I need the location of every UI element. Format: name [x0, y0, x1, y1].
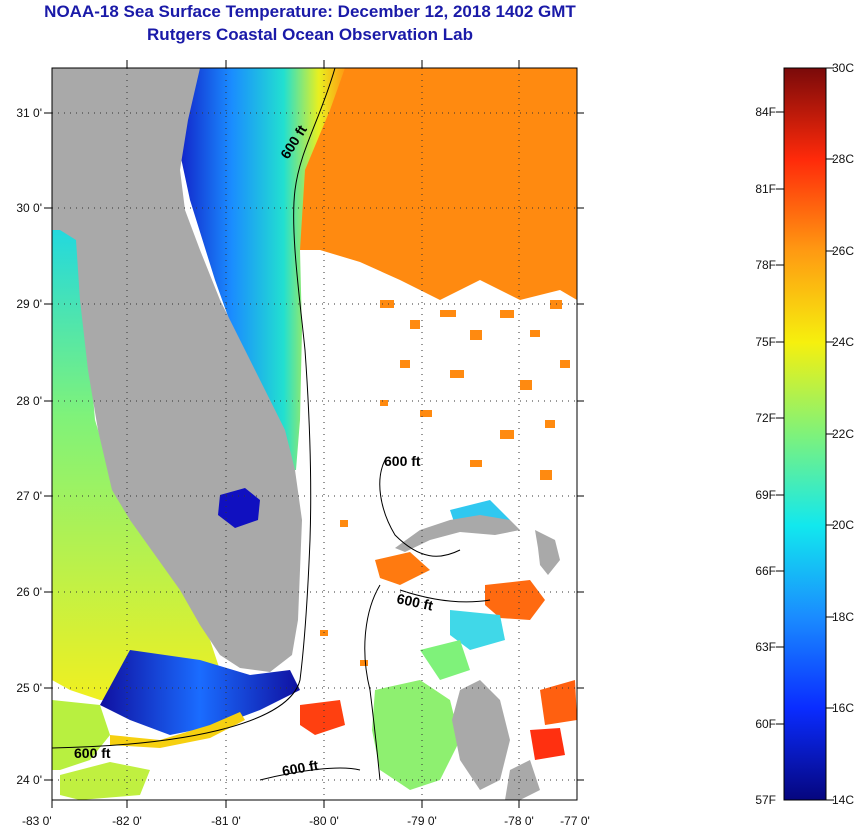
andros-island	[452, 680, 510, 790]
lat-label: 28 0'	[16, 394, 42, 408]
celsius-label: 16C	[832, 701, 854, 715]
nearshore-band	[170, 68, 345, 470]
celsius-label: 22C	[832, 427, 854, 441]
celsius-label: 14C	[832, 793, 854, 807]
map-frame	[51, 67, 578, 801]
warm-water-north	[300, 68, 577, 300]
lat-label: 27 0'	[16, 489, 42, 503]
fahrenheit-ticks	[776, 111, 784, 725]
contour-label-bahamas: 600 ft	[384, 453, 421, 469]
fahrenheit-label: 84F	[755, 105, 776, 119]
lon-label: -77 0'	[560, 814, 590, 828]
fahrenheit-label: 60F	[755, 717, 776, 731]
andros-water-patch	[420, 640, 470, 680]
lon-label: -78 0'	[504, 814, 534, 828]
south-warm-patch	[300, 700, 345, 735]
map-subtitle: Rutgers Coastal Ocean Observation Lab	[147, 25, 473, 44]
contour-label-south: 600 ft	[281, 757, 320, 779]
keys-green-patch	[60, 762, 150, 800]
lat-label: 26 0'	[16, 585, 42, 599]
fahrenheit-label: 81F	[755, 182, 776, 196]
celsius-label: 18C	[832, 610, 854, 624]
longitude-labels: -83 0' -82 0' -81 0' -80 0' -79 0' -78 0…	[22, 814, 590, 828]
graticule	[52, 68, 577, 800]
isobath-600ft	[52, 68, 491, 781]
lake-okeechobee	[218, 488, 260, 528]
celsius-label: 26C	[832, 244, 854, 258]
sw-shelf-water	[52, 700, 110, 770]
lon-label: -81 0'	[211, 814, 241, 828]
lon-label: -82 0'	[112, 814, 142, 828]
celsius-label: 30C	[832, 61, 854, 75]
celsius-label: 24C	[832, 335, 854, 349]
lat-label: 25 0'	[16, 681, 42, 695]
lat-label: 29 0'	[16, 297, 42, 311]
celsius-label: 28C	[832, 152, 854, 166]
abaco-island	[535, 530, 560, 575]
fahrenheit-label: 63F	[755, 640, 776, 654]
fahrenheit-label: 75F	[755, 335, 776, 349]
keys-warm-strip	[110, 712, 245, 748]
contour-label-keys: 600 ft	[74, 745, 111, 761]
bahamas-warm-patch	[485, 580, 545, 620]
se-warm-patch	[540, 680, 577, 725]
lon-label: -79 0'	[407, 814, 437, 828]
florida-bay-water	[100, 650, 300, 735]
contour-label-east: 600 ft	[395, 590, 434, 613]
map-title: NOAA-18 Sea Surface Temperature: Decembe…	[44, 2, 576, 21]
fahrenheit-label: 78F	[755, 258, 776, 272]
lon-label: -80 0'	[309, 814, 339, 828]
cuba-edge	[505, 760, 540, 800]
latitude-labels: 31 0' 30 0' 29 0' 28 0' 27 0' 26 0' 25 0…	[16, 106, 42, 787]
lon-label: -83 0'	[22, 814, 52, 828]
fahrenheit-label: 57F	[755, 793, 776, 807]
axis-ticks	[44, 60, 584, 808]
celsius-ticks	[826, 67, 834, 801]
lat-label: 31 0'	[16, 106, 42, 120]
fahrenheit-label: 69F	[755, 488, 776, 502]
grand-bahama	[395, 515, 520, 552]
lat-label: 24 0'	[16, 773, 42, 787]
bahamas-warm-patch-2	[375, 552, 430, 585]
fahrenheit-label: 72F	[755, 411, 776, 425]
colorbar-gradient	[783, 67, 827, 801]
gulf-water	[52, 68, 220, 700]
fahrenheit-label: 66F	[755, 564, 776, 578]
bahamas-green-patch	[372, 680, 460, 790]
lat-label: 30 0'	[16, 201, 42, 215]
bahamas-cyan-patch	[450, 610, 505, 650]
se-red-patch	[530, 728, 565, 760]
celsius-label: 20C	[832, 518, 854, 532]
